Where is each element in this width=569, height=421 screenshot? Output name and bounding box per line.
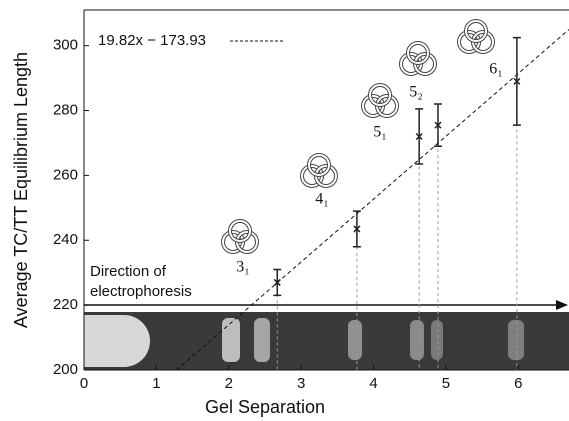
knot-icon (457, 19, 495, 54)
annotation: Direction of (90, 263, 167, 280)
x-tick-label: 4 (369, 375, 377, 392)
knot-icon (300, 153, 338, 188)
x-tick-label: 1 (152, 375, 160, 392)
knot-loop (369, 84, 391, 106)
knot-label: 6₁ (489, 61, 503, 78)
y-tick-label: 260 (53, 166, 78, 183)
y-tick-label: 220 (53, 296, 78, 313)
y-tick-label: 300 (53, 37, 78, 54)
gel-image (84, 312, 569, 370)
arrow-head (556, 300, 568, 310)
fit-label: 19.82x − 173.93 (98, 32, 206, 49)
y-tick-label: 200 (53, 361, 78, 378)
x-axis-label: Gel Separation (205, 397, 325, 417)
knot-loop (229, 220, 251, 242)
x-tick-label: 3 (297, 375, 305, 392)
x-tick-label: 6 (514, 375, 522, 392)
knot-label: 5₂ (409, 84, 423, 101)
fit-line (176, 29, 569, 371)
knot-label: 5₁ (373, 124, 387, 141)
y-tick-label: 280 (53, 102, 78, 119)
point (513, 77, 521, 85)
point (415, 132, 423, 141)
knot-label: 4₁ (315, 191, 329, 208)
knot-icon (399, 41, 437, 76)
x-tick-label: 5 (442, 375, 450, 392)
knot-icon (361, 83, 399, 118)
knot-label: 3₁ (236, 259, 250, 276)
point (273, 278, 281, 286)
knot-icon (221, 219, 259, 254)
point (353, 225, 361, 233)
knot-loop (308, 154, 330, 176)
knot-loop (465, 20, 487, 42)
x-tick-label: 2 (225, 375, 233, 392)
point (434, 121, 442, 129)
annotation: electrophoresis (90, 283, 192, 300)
y-axis-label: Average TC/TT Equilibrium Length (11, 52, 31, 328)
knot-loop (407, 42, 429, 64)
x-tick-label: 0 (80, 375, 88, 392)
y-tick-label: 240 (53, 231, 78, 248)
